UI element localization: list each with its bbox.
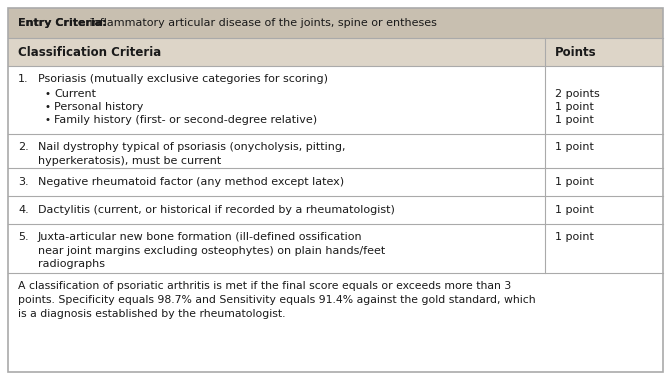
Text: Nail dystrophy typical of psoriasis (onycholysis, pitting,
hyperkeratosis), must: Nail dystrophy typical of psoriasis (ony… (38, 142, 346, 166)
Text: Entry Criteria:: Entry Criteria: (18, 18, 107, 28)
Text: Classification Criteria: Classification Criteria (18, 46, 161, 59)
Text: Points: Points (555, 46, 597, 59)
Text: Entry Criteria:: Entry Criteria: (18, 18, 107, 28)
Text: 5.: 5. (18, 232, 29, 242)
Text: Juxta-articular new bone formation (ill-defined ossification
near joint margins : Juxta-articular new bone formation (ill-… (38, 232, 385, 269)
Text: 1 point: 1 point (555, 102, 594, 112)
Bar (8, 224, 663, 273)
Text: Dactylitis (current, or historical if recorded by a rheumatologist): Dactylitis (current, or historical if re… (38, 205, 395, 215)
Text: 1 point: 1 point (555, 232, 594, 242)
Bar (8, 66, 663, 134)
Text: 4.: 4. (18, 205, 29, 215)
Text: 1 point: 1 point (555, 115, 594, 125)
Bar (8, 273, 663, 372)
Text: 1 point: 1 point (555, 177, 594, 187)
Text: Personal history: Personal history (54, 102, 144, 112)
Text: Entry Criteria: inflammatory articular disease of the joints, spine or entheses: Entry Criteria: inflammatory articular d… (18, 18, 447, 28)
Text: Negative rheumatoid factor (any method except latex): Negative rheumatoid factor (any method e… (38, 177, 344, 187)
Text: 2 points: 2 points (555, 89, 600, 99)
Text: •: • (44, 89, 50, 99)
Text: inflammatory articular disease of the joints, spine or entheses: inflammatory articular disease of the jo… (86, 18, 437, 28)
Text: Psoriasis (mutually exclusive categories for scoring): Psoriasis (mutually exclusive categories… (38, 74, 328, 84)
Text: Current: Current (54, 89, 96, 99)
Bar (8, 134, 663, 168)
Text: •: • (44, 102, 50, 112)
Text: 1 point: 1 point (555, 142, 594, 152)
Text: Family history (first- or second-degree relative): Family history (first- or second-degree … (54, 115, 317, 125)
Text: •: • (44, 115, 50, 125)
Bar (8, 38, 663, 66)
Bar (8, 8, 663, 38)
Text: 3.: 3. (18, 177, 29, 187)
Bar (8, 196, 663, 224)
Text: 1.: 1. (18, 74, 29, 84)
Text: 2.: 2. (18, 142, 29, 152)
Text: A classification of psoriatic arthritis is met if the final score equals or exce: A classification of psoriatic arthritis … (18, 281, 535, 319)
Bar (8, 168, 663, 196)
Text: 1 point: 1 point (555, 205, 594, 215)
